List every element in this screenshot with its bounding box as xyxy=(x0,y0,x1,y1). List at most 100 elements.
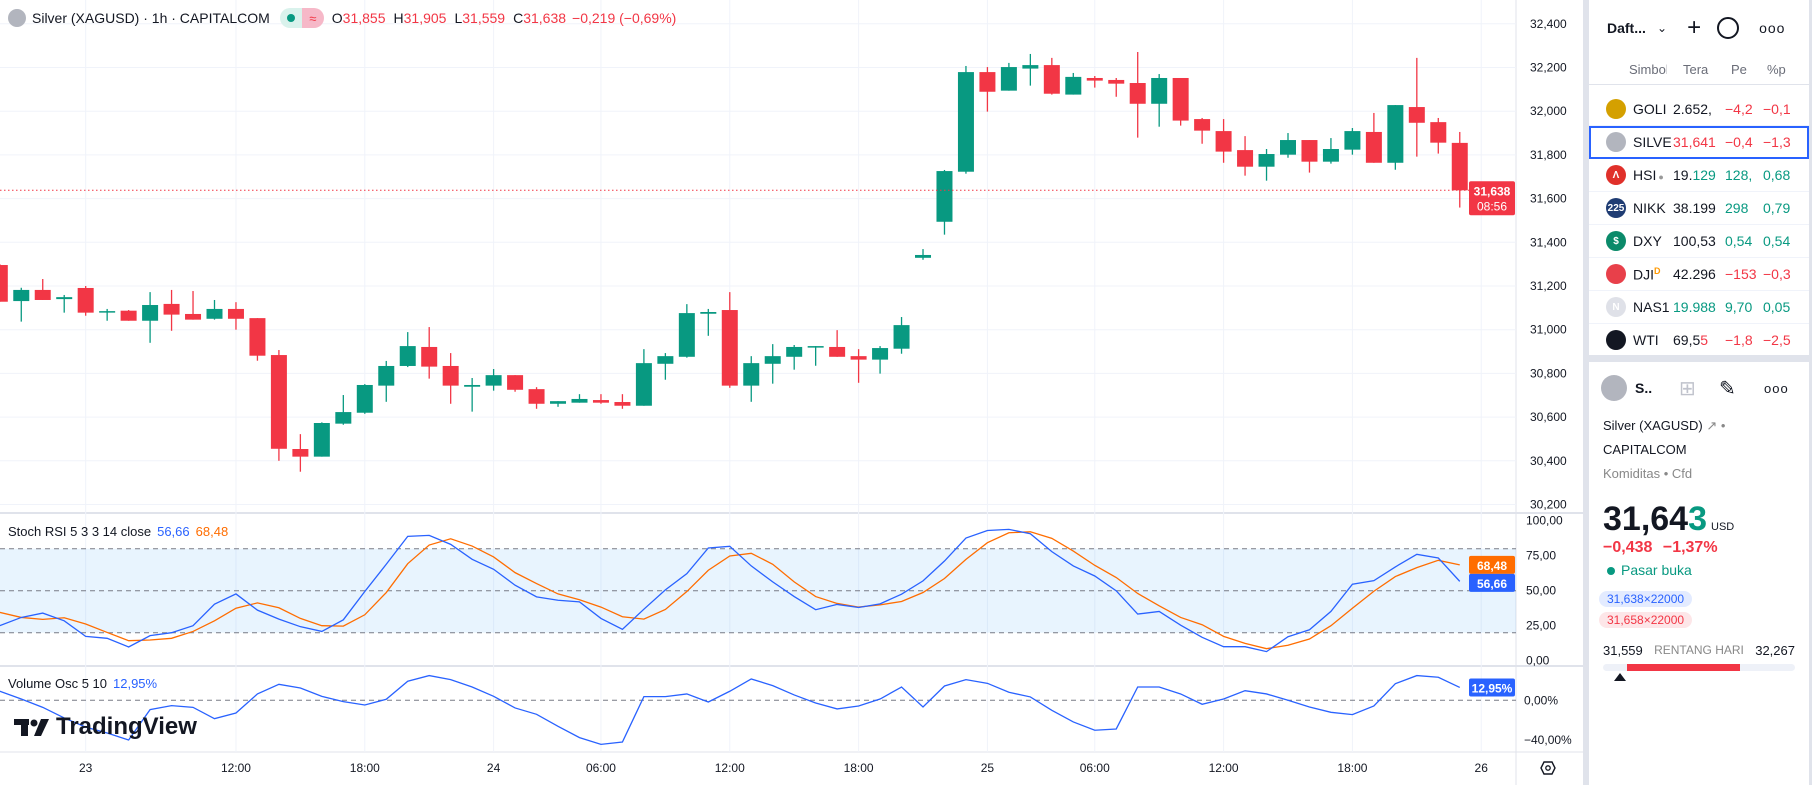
details-name[interactable]: Silver (XAGUSD) xyxy=(1603,418,1703,433)
stoch-d-line xyxy=(0,531,1460,650)
candle xyxy=(872,346,889,374)
symbol-legend: Silver (XAGUSD) · 1h · CAPITALCOM ≈ O 31,… xyxy=(8,8,676,28)
column-change[interactable]: Pe xyxy=(1731,62,1747,77)
symbol-title[interactable]: Silver (XAGUSD) · 1h · CAPITALCOM xyxy=(32,10,270,26)
market-open-badge[interactable] xyxy=(279,8,302,28)
column-change-pct[interactable]: %p xyxy=(1767,62,1786,77)
tradingview-logo-icon xyxy=(14,719,49,736)
candle xyxy=(1108,77,1125,97)
change: −4,2 xyxy=(1725,101,1753,117)
symbol-name: SILVE xyxy=(1633,134,1671,150)
candle-body xyxy=(872,348,889,360)
candle-body xyxy=(957,72,974,172)
candle-body xyxy=(678,313,695,357)
ask-chip: 31,658×22000 xyxy=(1599,612,1693,628)
candle-body xyxy=(1365,131,1382,163)
range-label: RENTANG HARI xyxy=(1654,643,1744,657)
symbol-name: HSI ● xyxy=(1633,167,1664,183)
column-last[interactable]: Tera xyxy=(1683,62,1709,77)
market-status-text: Pasar buka xyxy=(1621,562,1692,578)
column-symbol[interactable]: Simbol xyxy=(1629,62,1667,77)
candle xyxy=(1151,74,1168,127)
change-pct: 0,05 xyxy=(1763,299,1791,315)
pie-chart-icon[interactable] xyxy=(1717,16,1740,39)
range-low: 31,559 xyxy=(1603,643,1643,658)
candle-body xyxy=(635,363,652,406)
layout-grid-icon[interactable]: ⊞ xyxy=(1679,377,1696,400)
chevron-down-icon[interactable]: ⌄ xyxy=(1657,20,1668,35)
external-link-icon[interactable]: ↗ xyxy=(1706,418,1718,433)
oil-drop-icon xyxy=(1606,330,1626,350)
details-price-tail: 3 xyxy=(1688,500,1708,538)
candle xyxy=(464,377,481,412)
symbol-name: DXY xyxy=(1633,233,1662,249)
open-label: O xyxy=(331,10,343,26)
watchlist-title[interactable]: Daft... xyxy=(1607,19,1646,36)
watchlist-item-goli[interactable]: GOLI 2.652, −4,2 −0,1 xyxy=(1589,93,1809,126)
candle xyxy=(743,356,760,402)
price-axis-label: 30,200 xyxy=(1530,498,1567,512)
bar-countdown: 08:56 xyxy=(1477,199,1507,213)
candle xyxy=(1280,133,1296,158)
volume-osc-legend[interactable]: Volume Osc 5 10 12,95% xyxy=(8,676,157,691)
time-axis-label: 12:00 xyxy=(1209,761,1239,775)
candle-body xyxy=(292,449,309,457)
candle-body xyxy=(528,389,545,404)
change-pct: −0,3 xyxy=(1763,266,1791,282)
open-value: 31,855 xyxy=(342,10,386,26)
tradingview-logo[interactable]: TradingView xyxy=(14,713,197,741)
change: 128, xyxy=(1725,167,1753,183)
price-axis-label: 30,800 xyxy=(1530,366,1567,380)
candle xyxy=(0,264,8,302)
more-options-icon[interactable]: ooo xyxy=(1759,19,1786,36)
price-axis-label: 32,200 xyxy=(1530,61,1567,75)
status-dot-icon xyxy=(1607,567,1615,575)
symbol-name: DJID xyxy=(1633,265,1661,283)
market-status[interactable]: Pasar buka xyxy=(1589,562,1809,578)
change-pct: −0,1 xyxy=(1763,101,1791,117)
watchlist-item-dji[interactable]: DJID 42.296 −153 −0,3 xyxy=(1589,258,1809,291)
candle-body xyxy=(1022,65,1039,69)
candle-body xyxy=(249,318,266,356)
wave-badge[interactable]: ≈ xyxy=(301,8,324,28)
candle xyxy=(571,394,588,403)
watchlist-item-nikk[interactable]: 225 NIKK 38.199 298 0,79 xyxy=(1589,192,1809,225)
range-high: 32,267 xyxy=(1755,643,1795,658)
candle xyxy=(1022,53,1039,86)
symbol-name: NAS1 xyxy=(1633,299,1670,315)
candle xyxy=(1065,72,1082,95)
settings-icon[interactable] xyxy=(1540,761,1556,775)
candle xyxy=(292,434,309,472)
last-price: 19.129 xyxy=(1673,167,1716,183)
watchlist-item-nas1[interactable]: N NAS1 19.988 9,70 0,05 xyxy=(1589,291,1809,324)
candle-body xyxy=(1043,65,1060,94)
candle-body xyxy=(120,310,137,321)
change-pct: 0,54 xyxy=(1763,233,1791,249)
nikkei-icon: 225 xyxy=(1606,198,1626,218)
range-position-marker-icon xyxy=(1614,673,1627,681)
watchlist-item-silve[interactable]: SILVE 31,641 −0,4 −1,3 xyxy=(1589,126,1809,159)
candle-body xyxy=(1451,142,1468,191)
candle-body xyxy=(764,356,781,364)
time-axis-label: 18:00 xyxy=(1337,761,1367,775)
stoch-axis-label: 75,00 xyxy=(1526,549,1556,563)
more-options-icon[interactable]: ooo xyxy=(1764,380,1789,396)
details-symbol-short[interactable]: S.. xyxy=(1635,380,1653,396)
watchlist-item-hsi[interactable]: Λ HSI ● 19.129 128, 0,68 xyxy=(1589,159,1809,192)
add-symbol-icon[interactable]: + xyxy=(1687,13,1702,41)
watchlist-item-wti[interactable]: WTI 69,55 −1,8 −2,5 xyxy=(1589,324,1809,357)
candle xyxy=(807,346,824,366)
price-chart[interactable]: 32,400 32,200 32,000 31,800 31,600 31,400 31,2… xyxy=(0,0,1583,785)
watchlist-item-dxy[interactable]: $ DXY 100,53 0,54 0,54 xyxy=(1589,225,1809,258)
chart-container[interactable]: 32,400 32,200 32,000 31,800 31,600 31,400 31,2… xyxy=(0,0,1583,785)
stoch-rsi-legend[interactable]: Stoch RSI 5 3 3 14 close 56,66 68,48 xyxy=(8,524,228,539)
change-value: −0,219 (−0,69%) xyxy=(572,10,677,26)
candle-body xyxy=(1387,105,1404,163)
candle xyxy=(829,330,846,357)
candle xyxy=(13,287,30,322)
stoch-d-axis-tag: 68,48 xyxy=(1477,559,1507,573)
candle xyxy=(957,65,974,174)
edit-icon[interactable]: ✎ xyxy=(1719,377,1736,400)
candle xyxy=(1365,112,1382,163)
watchlist-header: Daft... ⌄ + ooo xyxy=(1589,0,1809,55)
